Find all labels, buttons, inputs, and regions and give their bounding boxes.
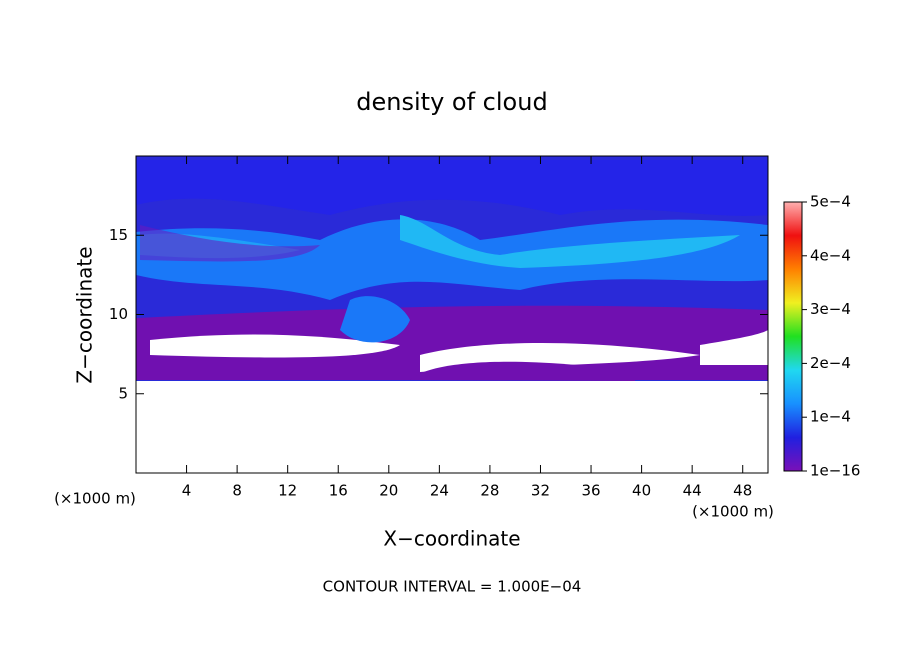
colorbar-tick-label: 1e−16 <box>810 462 860 480</box>
y-axis-label: Z−coordinate <box>73 246 97 383</box>
x-tick-label: 24 <box>430 482 449 500</box>
x-tick-label: 48 <box>733 482 752 500</box>
colorbar-tick-label: 3e−4 <box>810 300 851 318</box>
y-tick-label: 10 <box>109 305 128 323</box>
x-tick-label: 28 <box>480 482 499 500</box>
colorbar-tick-label: 4e−4 <box>810 246 851 264</box>
x-tick-label: 16 <box>329 482 348 500</box>
y-tick-label: 5 <box>118 384 128 402</box>
x-tick-label: 8 <box>232 482 242 500</box>
x-tick-label: 44 <box>683 482 702 500</box>
colorbar-tick-label: 1e−4 <box>810 408 851 426</box>
annotation: CONTOUR INTERVAL = 1.000E−04 <box>323 578 582 596</box>
y-tick-label: 15 <box>109 226 128 244</box>
chart-title: density of cloud <box>356 88 547 116</box>
x-axis-label: X−coordinate <box>383 527 520 551</box>
x-tick-label: 12 <box>278 482 297 500</box>
x-tick-label: 20 <box>379 482 398 500</box>
colorbar-tick-label: 2e−4 <box>810 354 851 372</box>
colorbar-tick-label: 5e−4 <box>810 193 851 211</box>
x-unit: (×1000 m) <box>692 503 774 521</box>
colorbar <box>783 201 803 472</box>
contour-field <box>136 156 768 473</box>
x-tick-label: 36 <box>581 482 600 500</box>
x-tick-label: 4 <box>182 482 192 500</box>
x-tick-label: 40 <box>632 482 651 500</box>
y-unit: (×1000 m) <box>54 490 136 508</box>
x-tick-label: 32 <box>531 482 550 500</box>
